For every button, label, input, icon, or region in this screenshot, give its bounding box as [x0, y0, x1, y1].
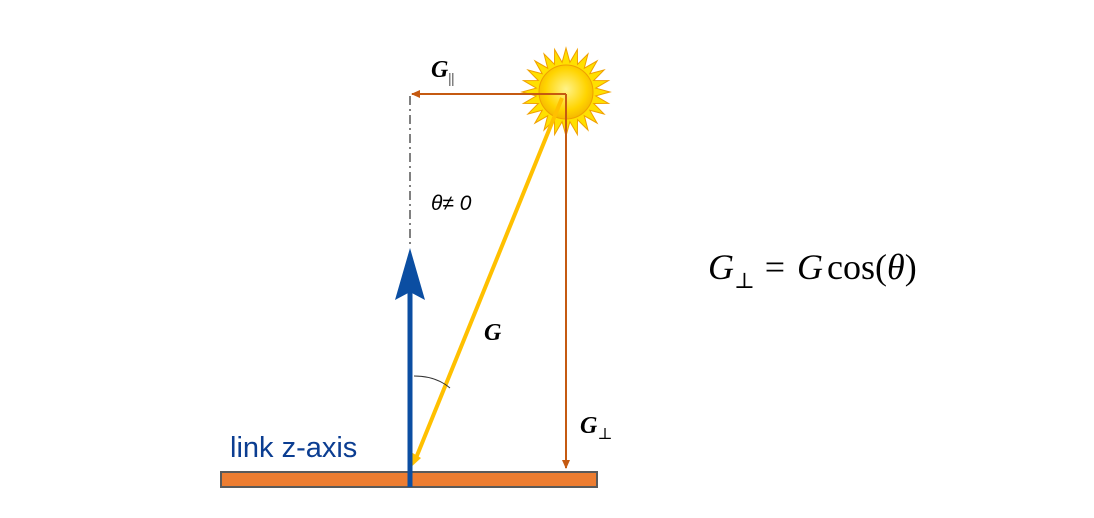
- link-z-axis-arrowhead: [395, 248, 425, 300]
- link-z-axis-label: link z-axis: [230, 432, 357, 464]
- sun-icon: [520, 46, 612, 138]
- g-perp-label: G⊥: [580, 413, 612, 443]
- g-parallel-label: G||: [431, 57, 454, 87]
- gravity-vector: [414, 97, 564, 459]
- g-label: G: [484, 320, 502, 346]
- theta-angle-arc: [413, 375, 451, 389]
- theta-label: θ≠ 0: [431, 192, 472, 215]
